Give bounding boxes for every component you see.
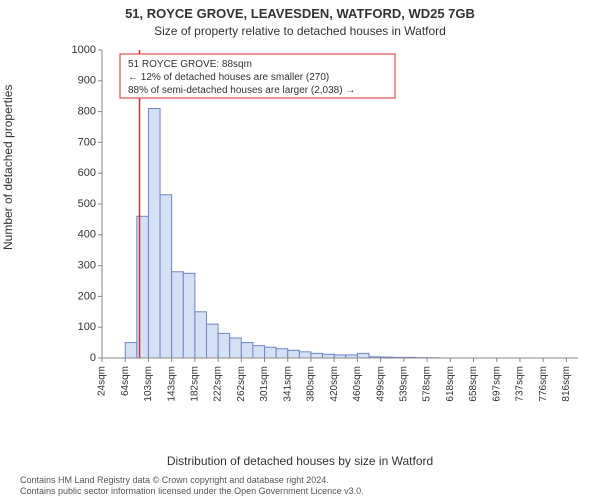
histogram-bar [195,312,207,358]
histogram-bar [311,353,323,358]
histogram-bar [172,272,184,358]
x-tick-label: 539sqm [398,366,409,402]
histogram-bar [288,350,300,358]
y-tick-label: 0 [90,352,96,364]
histogram-bar [230,338,242,358]
x-tick-label: 143sqm [166,366,177,402]
footer-line-1: Contains HM Land Registry data © Crown c… [20,475,329,485]
x-tick-label: 420sqm [329,366,340,402]
histogram-bar [137,216,149,358]
x-tick-label: 262sqm [236,366,247,402]
x-tick-label: 64sqm [120,366,131,396]
y-tick-label: 400 [78,229,96,241]
chart-footer: Contains HM Land Registry data © Crown c… [20,475,596,498]
histogram-bar [265,347,277,358]
y-tick-label: 700 [78,136,96,148]
annotation-line-2: ← 12% of detached houses are smaller (27… [128,72,329,83]
chart-container: 51, ROYCE GROVE, LEAVESDEN, WATFORD, WD2… [0,0,600,500]
x-tick-label: 182sqm [190,366,201,402]
annotation-line-1: 51 ROYCE GROVE: 88sqm [128,59,252,70]
histogram-bar [206,324,218,358]
histogram-bar [125,343,137,358]
y-tick-label: 100 [78,321,96,333]
footer-line-2: Contains public sector information licen… [20,486,364,496]
x-tick-label: 301sqm [259,366,270,402]
y-tick-label: 800 [78,106,96,118]
x-tick-label: 578sqm [422,366,433,402]
x-tick-label: 380sqm [306,366,317,402]
x-tick-label: 618sqm [445,366,456,402]
histogram-bar [253,346,265,358]
y-tick-label: 500 [78,198,96,210]
histogram-bar [218,333,230,358]
histogram-bar [241,343,253,358]
y-tick-label: 600 [78,167,96,179]
y-tick-label: 900 [78,75,96,87]
histogram-bar [323,354,335,358]
histogram-bar [276,349,288,358]
x-tick-label: 341sqm [282,366,293,402]
x-tick-label: 460sqm [352,366,363,402]
histogram-bar [183,273,195,358]
x-tick-label: 776sqm [538,366,549,402]
chart-title-sub: Size of property relative to detached ho… [0,24,600,38]
x-tick-label: 697sqm [491,366,502,402]
histogram-bar [357,353,369,358]
y-tick-label: 300 [78,260,96,272]
histogram-bar [148,109,160,358]
x-tick-label: 658sqm [468,366,479,402]
x-tick-label: 737sqm [515,366,526,402]
x-tick-label: 24sqm [97,366,108,396]
x-axis-label: Distribution of detached houses by size … [0,454,600,468]
x-tick-label: 816sqm [561,366,572,402]
y-tick-label: 1000 [72,44,96,56]
x-tick-label: 103sqm [143,366,154,402]
chart-title-main: 51, ROYCE GROVE, LEAVESDEN, WATFORD, WD2… [0,6,600,21]
y-axis-label: Number of detached properties [1,85,15,250]
annotation-line-3: 88% of semi-detached houses are larger (… [128,85,355,96]
x-tick-label: 499sqm [375,366,386,402]
x-tick-label: 222sqm [213,366,224,402]
chart-plot-area: 0 100 200 300 400 500 600 700 800 900 1000 24sqm 64s… [66,44,584,414]
histogram-bar [299,352,311,358]
histogram-bar [160,195,172,358]
y-tick-label: 200 [78,290,96,302]
